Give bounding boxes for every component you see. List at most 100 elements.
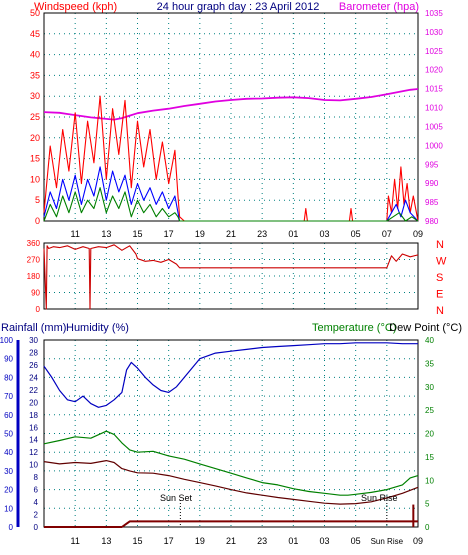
windspeed-tick-label: 45: [30, 29, 40, 39]
wind-low-line: [43, 187, 419, 222]
direction-tick-label: 0: [36, 305, 41, 314]
plot-frame: [43, 242, 419, 310]
temperature-tick-label: 10: [425, 476, 434, 485]
temperature-axis-label: Temperature (°C): [312, 322, 396, 334]
x-tick-label: 23: [257, 536, 267, 546]
barometer-tick-label: 1035: [425, 9, 443, 18]
humidity-tick-label: 12: [29, 448, 38, 457]
temperature-tick-label: 25: [425, 406, 434, 415]
windspeed-tick-label: 20: [30, 133, 40, 143]
temperature-tick-label: 30: [425, 383, 434, 392]
humidity-tick-label: 18: [29, 411, 38, 420]
compass-label: N: [436, 305, 444, 317]
x-tick-label: 13: [101, 229, 111, 239]
humidity-tick-label: 6: [34, 486, 39, 495]
x-tick-label: 07: [382, 229, 392, 239]
windspeed-tick-label: 40: [30, 50, 40, 60]
barometer-tick-label: 1030: [425, 28, 443, 37]
compass-label: W: [436, 256, 447, 268]
wind-gust-line: [43, 95, 419, 222]
temperature-tick-label: 35: [425, 359, 434, 368]
temperature-tick-label: 15: [425, 453, 434, 462]
windspeed-tick-label: 30: [30, 91, 40, 101]
humidity-tick-label: 20: [29, 398, 38, 407]
x-tick-label: 11: [70, 229, 79, 239]
barometer-tick-label: 1015: [425, 85, 443, 94]
x-tick-label: 21: [226, 536, 236, 546]
x-tick-label: 01: [288, 536, 298, 546]
humidity-tick-label: 16: [29, 423, 38, 432]
rainfall-tick-label: 0: [9, 523, 14, 532]
dewpoint-line: [43, 460, 419, 505]
x-tick-label: Sun Rise: [371, 537, 404, 546]
barometer-axis-label: Barometer (hpa): [339, 1, 419, 13]
windspeed-tick-label: 10: [30, 174, 40, 184]
humidity-tick-label: 24: [29, 373, 38, 382]
barometer-tick-label: 990: [425, 179, 439, 188]
rainfall-tick-label: 40: [4, 448, 13, 457]
humidity-tick-label: 2: [34, 511, 39, 520]
x-tick-label: 03: [319, 536, 329, 546]
temperature-line: [43, 430, 419, 496]
temperature-tick-label: 0: [425, 523, 430, 532]
rainfall-tick-label: 80: [4, 373, 13, 382]
compass-label: S: [436, 272, 443, 284]
rainfall-tick-label: 70: [4, 392, 13, 401]
x-tick-label: 15: [132, 536, 142, 546]
x-tick-label: 05: [351, 229, 361, 239]
x-tick-label: 23: [257, 229, 267, 239]
barometer-tick-label: 1010: [425, 104, 443, 113]
x-tick-label: 09: [413, 229, 423, 239]
x-tick-label: 09: [413, 536, 423, 546]
x-tick-label: 03: [319, 229, 329, 239]
temperature-tick-label: 20: [425, 430, 434, 439]
rainfall-tick-label: 90: [4, 355, 13, 364]
temperature-tick-label: 40: [425, 336, 434, 345]
sunrise-label: Sun Rise: [361, 493, 398, 503]
rainfall-tick-label: 50: [4, 430, 13, 439]
barometer-tick-label: 995: [425, 160, 439, 169]
direction-tick-label: 360: [27, 239, 41, 248]
barometer-tick-label: 980: [425, 217, 439, 226]
temperature-tick-label: 5: [425, 500, 430, 509]
humidity-tick-label: 30: [29, 336, 38, 345]
humidity-tick-label: 0: [34, 523, 39, 532]
direction-tick-label: 90: [31, 289, 40, 298]
humidity-axis-label: Humidity (%): [66, 322, 129, 334]
barometer-tick-label: 985: [425, 198, 439, 207]
humidity-tick-label: 10: [29, 461, 38, 470]
windspeed-axis-label: Windspeed (kph): [34, 1, 117, 13]
windspeed-tick-label: 5: [35, 195, 40, 205]
plot-frame: [43, 339, 419, 528]
rainfall-tick-label: 60: [4, 411, 13, 420]
x-tick-label: 11: [70, 536, 79, 546]
humidity-tick-label: 4: [34, 498, 39, 507]
x-tick-label: 21: [226, 229, 236, 239]
x-tick-label: 01: [288, 229, 298, 239]
x-tick-label: 05: [351, 536, 361, 546]
humidity-tick-label: 28: [29, 348, 38, 357]
windspeed-tick-label: 0: [35, 216, 40, 226]
rainfall-tick-label: 20: [4, 486, 13, 495]
rainfall-tick-label: 100: [0, 336, 14, 345]
barometer-tick-label: 1020: [425, 66, 443, 75]
x-tick-label: 13: [101, 536, 111, 546]
humidity-tick-label: 26: [29, 361, 38, 370]
x-tick-label: 17: [164, 536, 174, 546]
direction-tick-label: 270: [27, 256, 41, 265]
compass-label: E: [436, 289, 443, 301]
windspeed-tick-label: 25: [30, 112, 40, 122]
barometer-tick-label: 1025: [425, 47, 443, 56]
sunset-label: Sun Set: [160, 493, 193, 503]
rainfall-tick-label: 10: [4, 504, 13, 513]
wind-direction-line: [43, 244, 419, 310]
humidity-tick-label: 22: [29, 386, 38, 395]
rainfall-tick-label: 30: [4, 467, 13, 476]
x-tick-label: 15: [132, 229, 142, 239]
rainfall-axis-label: Rainfall (mm): [1, 322, 66, 334]
barometer-tick-label: 1005: [425, 122, 443, 131]
barometer-tick-label: 1000: [425, 141, 443, 150]
chart-title: 24 hour graph day : 23 April 2012: [157, 1, 320, 13]
dewpoint-axis-label: Dew Point (°C): [389, 322, 462, 334]
